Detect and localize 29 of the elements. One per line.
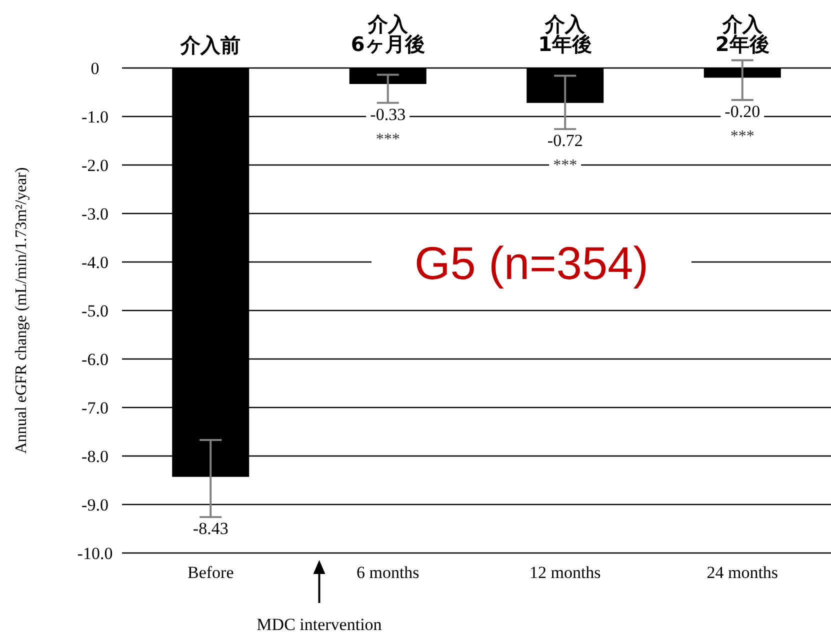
y-tick-label: -4.0: [82, 253, 108, 272]
y-axis-title: Annual eGFR change (mL/min/1.73m²/year): [13, 167, 30, 454]
annotation: ***: [553, 157, 578, 174]
data-label: -0.72: [547, 131, 583, 150]
x-tick-label: Before: [187, 563, 234, 582]
x-tick-label: 12 months: [529, 563, 601, 582]
text: 介入前: [180, 33, 241, 57]
text: 介入 6ヶ月後: [350, 12, 425, 56]
y-tick-label: -8.0: [82, 447, 108, 466]
text: 介入 1年後: [538, 12, 592, 56]
x-tick-label: 6 months: [356, 563, 420, 582]
y-tick-label: -5.0: [82, 302, 108, 320]
text: MDC intervention: [256, 615, 382, 634]
text: 介入 2年後: [715, 12, 770, 56]
y-tick-label: -9.0: [82, 496, 108, 514]
y-tick-label: 0: [90, 59, 100, 78]
y-tick-label: -3.0: [82, 204, 108, 224]
data-label: -0.33: [370, 104, 406, 124]
y-tick-label: -7.0: [82, 398, 108, 418]
data-label: -8.43: [192, 519, 228, 538]
y-tick-label: -10.0: [77, 544, 113, 563]
y-tick-label: -1.0: [82, 108, 108, 126]
annotation: ***: [730, 128, 754, 146]
y-tick-label: -2.0: [82, 156, 108, 175]
annotation: ***: [376, 130, 400, 148]
x-tick-label: 24 months: [706, 563, 778, 582]
y-tick-label: -6.0: [82, 350, 108, 369]
annotation: G5 (n=354): [414, 237, 648, 289]
data-label: -0.20: [724, 102, 760, 122]
